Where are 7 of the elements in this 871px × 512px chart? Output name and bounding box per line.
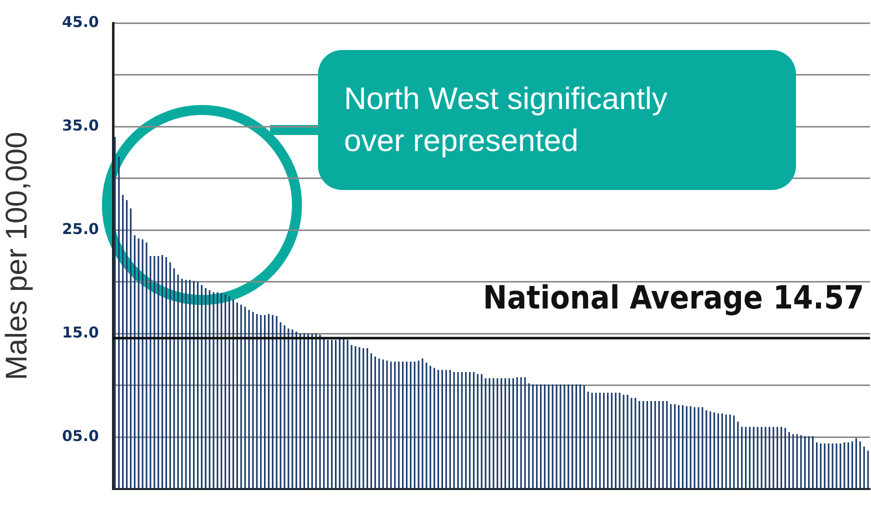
y-tick-label: 25.0 [62, 220, 99, 238]
y-tick-label: 45.0 [62, 12, 99, 31]
y-tick-label: 15.0 [62, 324, 99, 342]
y-tick-label: 35.0 [62, 116, 99, 134]
y-tick-label: 05.0 [62, 427, 99, 446]
y-axis-title: Males per 100,000 [0, 132, 34, 380]
ref-line-label: National Average 14.57 [483, 278, 864, 316]
